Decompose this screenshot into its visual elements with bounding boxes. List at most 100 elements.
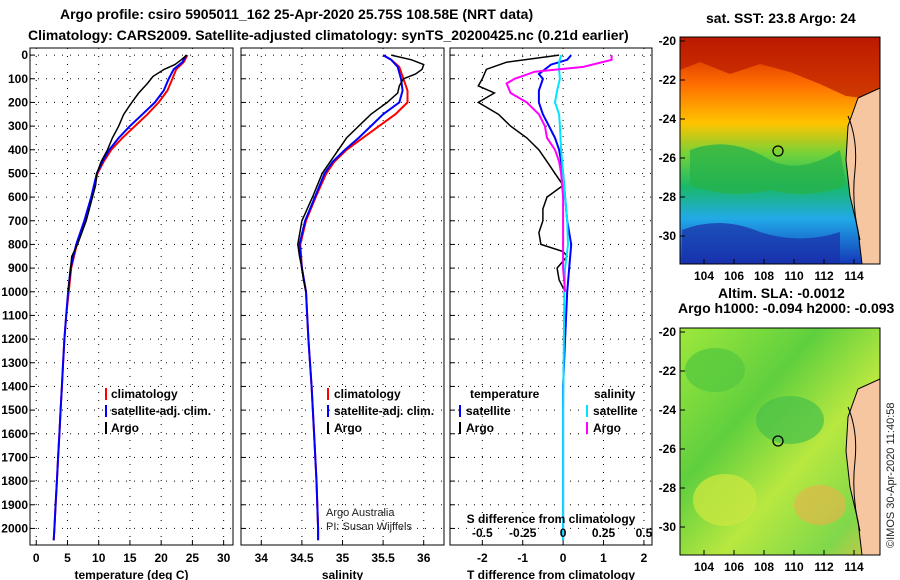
legend-label-t-argo: Argo: [466, 421, 494, 435]
x-tick-label: 34: [255, 551, 269, 565]
map-lat-label: -22: [659, 364, 677, 378]
x-axis-label: salinity: [322, 568, 364, 580]
sst-warm-patch: [680, 37, 880, 100]
sla-float-marker: [772, 435, 784, 447]
y-tick-label: 900: [8, 261, 28, 275]
y-tick-label: 200: [8, 95, 28, 109]
secondary-tick-label: 0: [560, 526, 567, 540]
map-lon-label: 104: [694, 560, 714, 574]
series-line: [52, 54, 188, 541]
map-lon-label: 106: [724, 269, 744, 283]
x-tick-label: 1: [600, 551, 607, 565]
plot-frame: [29, 47, 234, 546]
sst-float-marker: [772, 145, 784, 157]
legend-label-argo: Argo: [111, 421, 139, 435]
panel-3: -2 -1 0 1 2 T difference from climatology S di…: [449, 47, 653, 580]
secondary-tick-label: -0.25: [509, 526, 537, 540]
sla-eddy-4: [794, 485, 846, 525]
x-tick-label: 35.5: [371, 551, 395, 565]
sst-map-title: sat. SST: 23.8 Argo: 24: [706, 10, 856, 26]
map-lat-label: -30: [659, 520, 677, 534]
y-tick-label: 1800: [1, 474, 28, 488]
salinity-legend: climatology satellite-adj. clim. Argo Ar…: [326, 387, 434, 533]
sst-green-band: [690, 144, 846, 194]
x-tick-label: 20: [154, 551, 168, 565]
map-lon-label: 108: [754, 560, 774, 574]
y-tick-label: 100: [8, 72, 28, 86]
map-lat-label: -28: [659, 481, 677, 495]
y-tick-label: 1400: [1, 379, 28, 393]
x-tick-label: 25: [186, 551, 200, 565]
map-lat-label: -24: [659, 112, 677, 126]
sla-map: [679, 327, 881, 556]
y-tick-label: 1500: [1, 403, 28, 417]
secondary-tick-label: 0.25: [592, 526, 616, 540]
x-tick-label: -1: [517, 551, 528, 565]
secondary-tick-label: 0.5: [636, 526, 653, 540]
map-lat-label: -28: [659, 190, 677, 204]
map-lon-label: 114: [844, 560, 864, 574]
figure-title-line1: Argo profile: csiro 5905011_162 25-Apr-2…: [60, 6, 533, 22]
panel-1: 0 5 10 15 20 25 300100200300400500600700800900…: [1, 47, 234, 580]
legend-head-temperature: temperature: [470, 387, 540, 401]
profile-plots: 0 5 10 15 20 25 300100200300400500600700800900…: [1, 47, 653, 580]
map-lat-label: -20: [659, 325, 677, 339]
x-tick-label: 30: [217, 551, 231, 565]
map-lat-label: -22: [659, 73, 677, 87]
y-tick-label: 1700: [1, 450, 28, 464]
y-tick-label: 2000: [1, 521, 28, 535]
y-tick-label: 800: [8, 237, 28, 251]
x-axis-label: T difference from climatology: [467, 568, 635, 580]
y-tick-label: 1900: [1, 498, 28, 512]
map-lon-label: 112: [814, 269, 834, 283]
imos-stamp: ©IMOS 30-Apr-2020 11:40:58: [885, 403, 897, 548]
sst-frame: [679, 36, 881, 265]
y-tick-label: 1600: [1, 427, 28, 441]
x-tick-label: 35: [336, 551, 350, 565]
map-lon-label: 108: [754, 269, 774, 283]
difference-legend: temperature salinity satellite Argo sate…: [459, 387, 638, 435]
legend-label-climatology: climatology: [111, 387, 178, 401]
legend-head-salinity: salinity: [594, 387, 636, 401]
x-tick-label: -2: [477, 551, 488, 565]
sla-eddy-3: [693, 474, 757, 526]
secondary-tick-label: -0.5: [472, 526, 493, 540]
plot-frame: [449, 47, 653, 546]
y-tick-label: 600: [8, 190, 28, 204]
map-lon-label: 110: [784, 269, 804, 283]
sst-map: [679, 36, 881, 265]
sst-isobath: [847, 115, 861, 241]
x-tick-label: 34.5: [290, 551, 314, 565]
credit-line2: PI: Susan Wijffels: [326, 521, 412, 533]
y-tick-label: 500: [8, 166, 28, 180]
secondary-axis-label: S difference from climatology: [467, 512, 636, 526]
series-line: [297, 54, 425, 292]
map-lat-label: -24: [659, 403, 677, 417]
x-tick-label: 5: [64, 551, 71, 565]
legend-label-satellite-2: satellite-adj. clim.: [334, 404, 434, 418]
panel-2: 34 34.5 35 35.5 36 salinity: [240, 47, 445, 580]
temperature-legend: climatology satellite-adj. clim. Argo: [105, 387, 211, 435]
legend-label-t-satellite: satellite: [466, 404, 511, 418]
x-tick-label: 10: [92, 551, 106, 565]
map-lat-label: -30: [659, 229, 677, 243]
sla-title-line2: Argo h1000: -0.094 h2000: -0.093: [678, 300, 895, 316]
map-lat-label: -20: [659, 34, 677, 48]
x-tick-label: 0: [33, 551, 40, 565]
map-lon-label: 104: [694, 269, 714, 283]
map-lat-label: -26: [659, 151, 677, 165]
legend-label-satellite: satellite-adj. clim.: [111, 404, 211, 418]
map-axes: -20 -22 -24 -26 -28 -30 104 106 108 110 112 114 -20 -…: [659, 34, 864, 574]
x-tick-label: 2: [641, 551, 648, 565]
x-tick-label: 0: [560, 551, 567, 565]
legend-label-s-satellite: satellite: [593, 404, 638, 418]
map-lon-label: 114: [844, 269, 864, 283]
series-line: [67, 54, 188, 292]
x-tick-label: 36: [417, 551, 431, 565]
y-tick-label: 1000: [1, 285, 28, 299]
series-line: [553, 54, 570, 541]
sla-eddy-1: [685, 348, 745, 392]
series-line: [505, 55, 613, 292]
legend-label-climatology-2: climatology: [334, 387, 401, 401]
